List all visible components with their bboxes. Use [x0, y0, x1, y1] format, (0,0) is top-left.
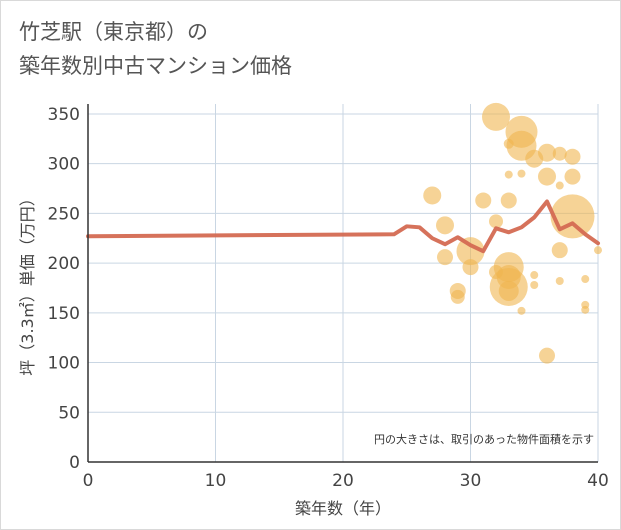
y-tick-label: 200 [48, 254, 80, 274]
data-bubble [475, 192, 492, 209]
data-bubble [517, 169, 526, 178]
x-tick-label: 20 [332, 471, 354, 491]
x-tick-label: 10 [205, 471, 227, 491]
data-bubble [564, 148, 581, 165]
data-bubble [482, 102, 510, 131]
x-tick-label: 0 [83, 471, 94, 491]
data-bubble [538, 143, 556, 162]
data-bubble [581, 305, 590, 314]
data-bubble [462, 259, 479, 276]
data-bubble [436, 216, 454, 235]
y-tick-label: 250 [48, 204, 80, 224]
y-tick-label: 100 [48, 354, 80, 374]
data-bubble [517, 306, 526, 315]
data-bubble [437, 249, 453, 266]
data-bubble [498, 280, 519, 301]
x-tick-label: 40 [587, 471, 609, 491]
data-bubble [456, 237, 485, 266]
x-tick-label: 30 [460, 471, 482, 491]
y-axis-label: 坪（3.3㎡）単価（万円） [18, 190, 37, 375]
data-bubble [555, 277, 564, 286]
data-bubble [530, 271, 539, 280]
y-tick-label: 150 [48, 304, 80, 324]
data-bubble [564, 168, 581, 185]
data-bubble [539, 347, 555, 364]
data-bubble [500, 192, 517, 209]
data-bubble [489, 214, 503, 229]
y-tick-label: 350 [48, 105, 80, 125]
x-axis-label: 築年数（年） [295, 499, 391, 518]
chart-title: 竹芝駅（東京都）の 築年数別中古マンション価格 [19, 20, 292, 78]
data-bubble [581, 275, 590, 284]
y-tick-label: 0 [69, 453, 80, 473]
y-tick-label: 50 [58, 403, 80, 423]
data-bubble [551, 242, 568, 259]
data-bubble [504, 170, 513, 179]
data-bubble [530, 280, 539, 289]
data-bubble [594, 246, 602, 255]
bubble-size-note: 円の大きさは、取引のあった物件面積を示す [374, 432, 594, 446]
data-bubble [555, 181, 564, 190]
average-price-line [86, 199, 600, 254]
data-bubble [538, 167, 556, 186]
data-bubble [423, 186, 442, 205]
data-bubble [552, 146, 567, 161]
data-bubble [550, 194, 595, 239]
y-tick-label: 300 [48, 155, 80, 175]
data-bubble [450, 289, 465, 304]
